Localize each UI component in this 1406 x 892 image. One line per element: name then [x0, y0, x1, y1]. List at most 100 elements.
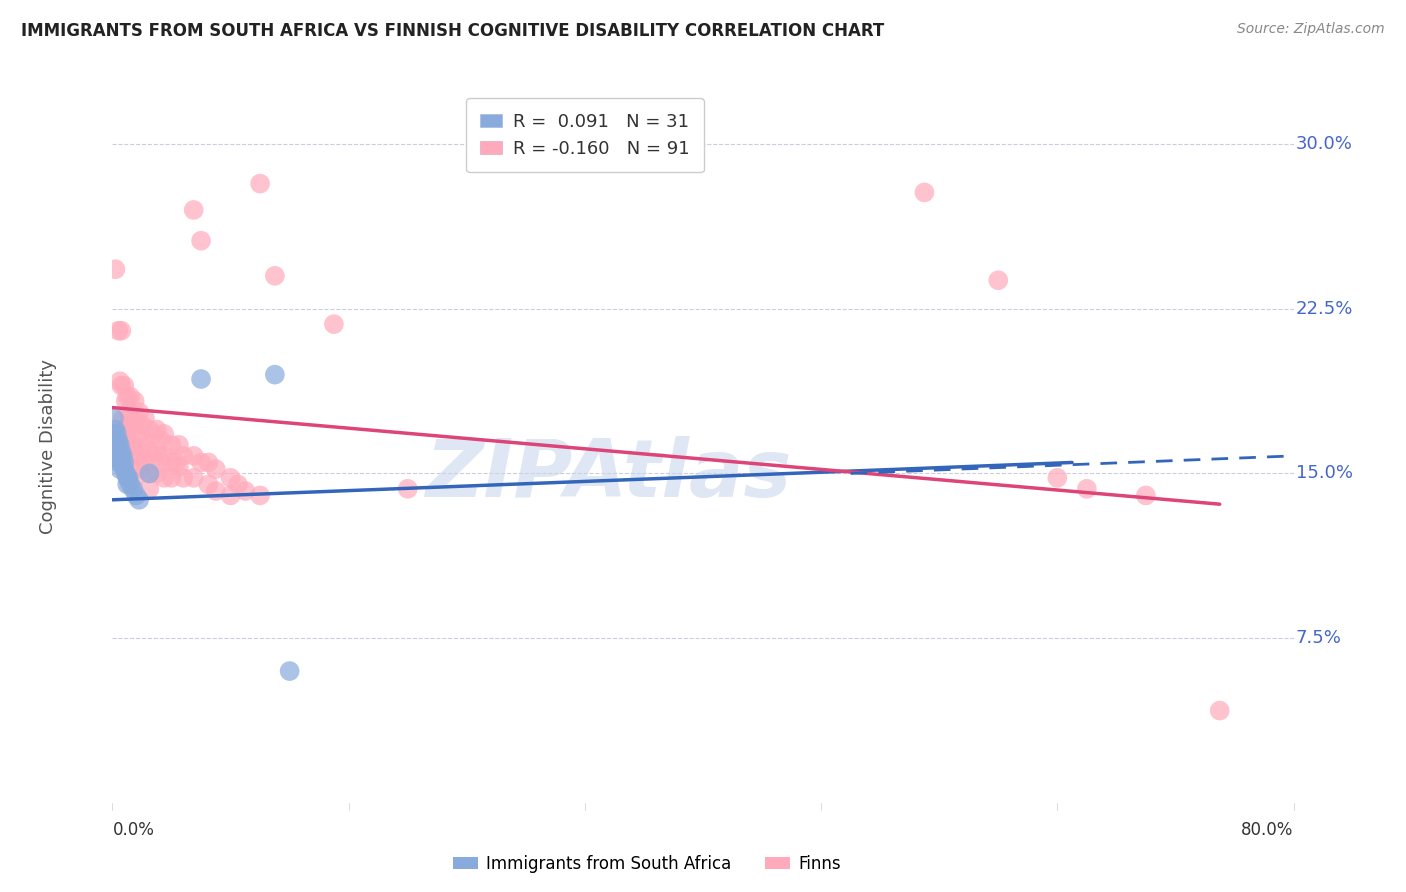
- Point: [128, 426, 150, 441]
- Point: [107, 444, 129, 458]
- Point: [121, 418, 143, 433]
- Point: [131, 462, 153, 476]
- Point: [118, 405, 141, 419]
- Point: [165, 455, 187, 469]
- Point: [107, 324, 129, 338]
- Point: [111, 411, 134, 425]
- Point: [138, 482, 160, 496]
- Point: [1135, 488, 1157, 502]
- Text: IMMIGRANTS FROM SOUTH AFRICA VS FINNISH COGNITIVE DISABILITY CORRELATION CHART: IMMIGRANTS FROM SOUTH AFRICA VS FINNISH …: [21, 22, 884, 40]
- Point: [110, 444, 132, 458]
- Point: [105, 440, 128, 454]
- Text: 0.0%: 0.0%: [112, 821, 155, 838]
- Point: [124, 455, 146, 469]
- Point: [110, 378, 132, 392]
- Point: [117, 418, 138, 433]
- Point: [226, 477, 249, 491]
- Point: [105, 451, 128, 466]
- Point: [117, 449, 138, 463]
- Point: [146, 467, 169, 481]
- Point: [114, 423, 136, 437]
- Point: [120, 390, 142, 404]
- Point: [138, 444, 160, 458]
- Point: [1046, 471, 1069, 485]
- Point: [124, 471, 146, 485]
- Point: [190, 372, 212, 386]
- Legend: R =  0.091   N = 31, R = -0.160   N = 91: R = 0.091 N = 31, R = -0.160 N = 91: [465, 98, 704, 172]
- Point: [323, 317, 346, 331]
- Point: [128, 405, 150, 419]
- Point: [146, 444, 169, 458]
- Point: [134, 434, 156, 448]
- Point: [125, 411, 148, 425]
- Text: 15.0%: 15.0%: [1296, 465, 1353, 483]
- Text: 80.0%: 80.0%: [1241, 821, 1294, 838]
- Point: [249, 177, 271, 191]
- Point: [264, 268, 287, 283]
- Point: [183, 471, 205, 485]
- Point: [117, 471, 138, 485]
- Point: [190, 234, 212, 248]
- Text: 7.5%: 7.5%: [1296, 629, 1341, 647]
- Point: [264, 368, 287, 382]
- Point: [183, 202, 205, 217]
- Point: [120, 477, 142, 491]
- Point: [125, 488, 148, 502]
- Point: [120, 411, 142, 425]
- Point: [107, 434, 129, 448]
- Point: [134, 411, 156, 425]
- Point: [150, 434, 173, 448]
- Point: [219, 471, 242, 485]
- Point: [205, 462, 228, 476]
- Point: [197, 477, 219, 491]
- Point: [142, 449, 165, 463]
- Point: [150, 455, 173, 469]
- Point: [914, 186, 936, 200]
- Point: [103, 426, 125, 441]
- Point: [167, 438, 190, 452]
- Point: [197, 455, 219, 469]
- Point: [112, 455, 135, 469]
- Point: [108, 438, 131, 452]
- Point: [103, 411, 125, 425]
- Point: [107, 455, 129, 469]
- Text: ZIPAtlas: ZIPAtlas: [426, 435, 792, 514]
- Text: Source: ZipAtlas.com: Source: ZipAtlas.com: [1237, 22, 1385, 37]
- Point: [138, 467, 160, 481]
- Point: [124, 440, 146, 454]
- Point: [138, 467, 160, 481]
- Point: [987, 273, 1010, 287]
- Point: [105, 426, 128, 441]
- Point: [172, 449, 194, 463]
- Point: [124, 418, 146, 433]
- Point: [118, 471, 141, 485]
- Point: [190, 455, 212, 469]
- Point: [108, 462, 131, 476]
- Point: [124, 394, 146, 409]
- Point: [104, 444, 127, 458]
- Point: [112, 426, 135, 441]
- Text: 30.0%: 30.0%: [1296, 135, 1353, 153]
- Point: [172, 471, 194, 485]
- Point: [153, 471, 176, 485]
- Text: Cognitive Disability: Cognitive Disability: [38, 359, 56, 533]
- Point: [249, 488, 271, 502]
- Point: [146, 423, 169, 437]
- Legend: Immigrants from South Africa, Finns: Immigrants from South Africa, Finns: [446, 848, 848, 880]
- Point: [183, 449, 205, 463]
- Point: [117, 434, 138, 448]
- Point: [1208, 704, 1232, 718]
- Point: [205, 483, 228, 498]
- Point: [114, 394, 136, 409]
- Point: [138, 423, 160, 437]
- Point: [112, 462, 135, 476]
- Point: [104, 434, 127, 448]
- Point: [110, 324, 132, 338]
- Point: [142, 426, 165, 441]
- Text: 22.5%: 22.5%: [1296, 300, 1353, 318]
- Point: [111, 449, 134, 463]
- Point: [112, 378, 135, 392]
- Point: [122, 482, 145, 496]
- Point: [167, 459, 190, 474]
- Point: [108, 449, 131, 463]
